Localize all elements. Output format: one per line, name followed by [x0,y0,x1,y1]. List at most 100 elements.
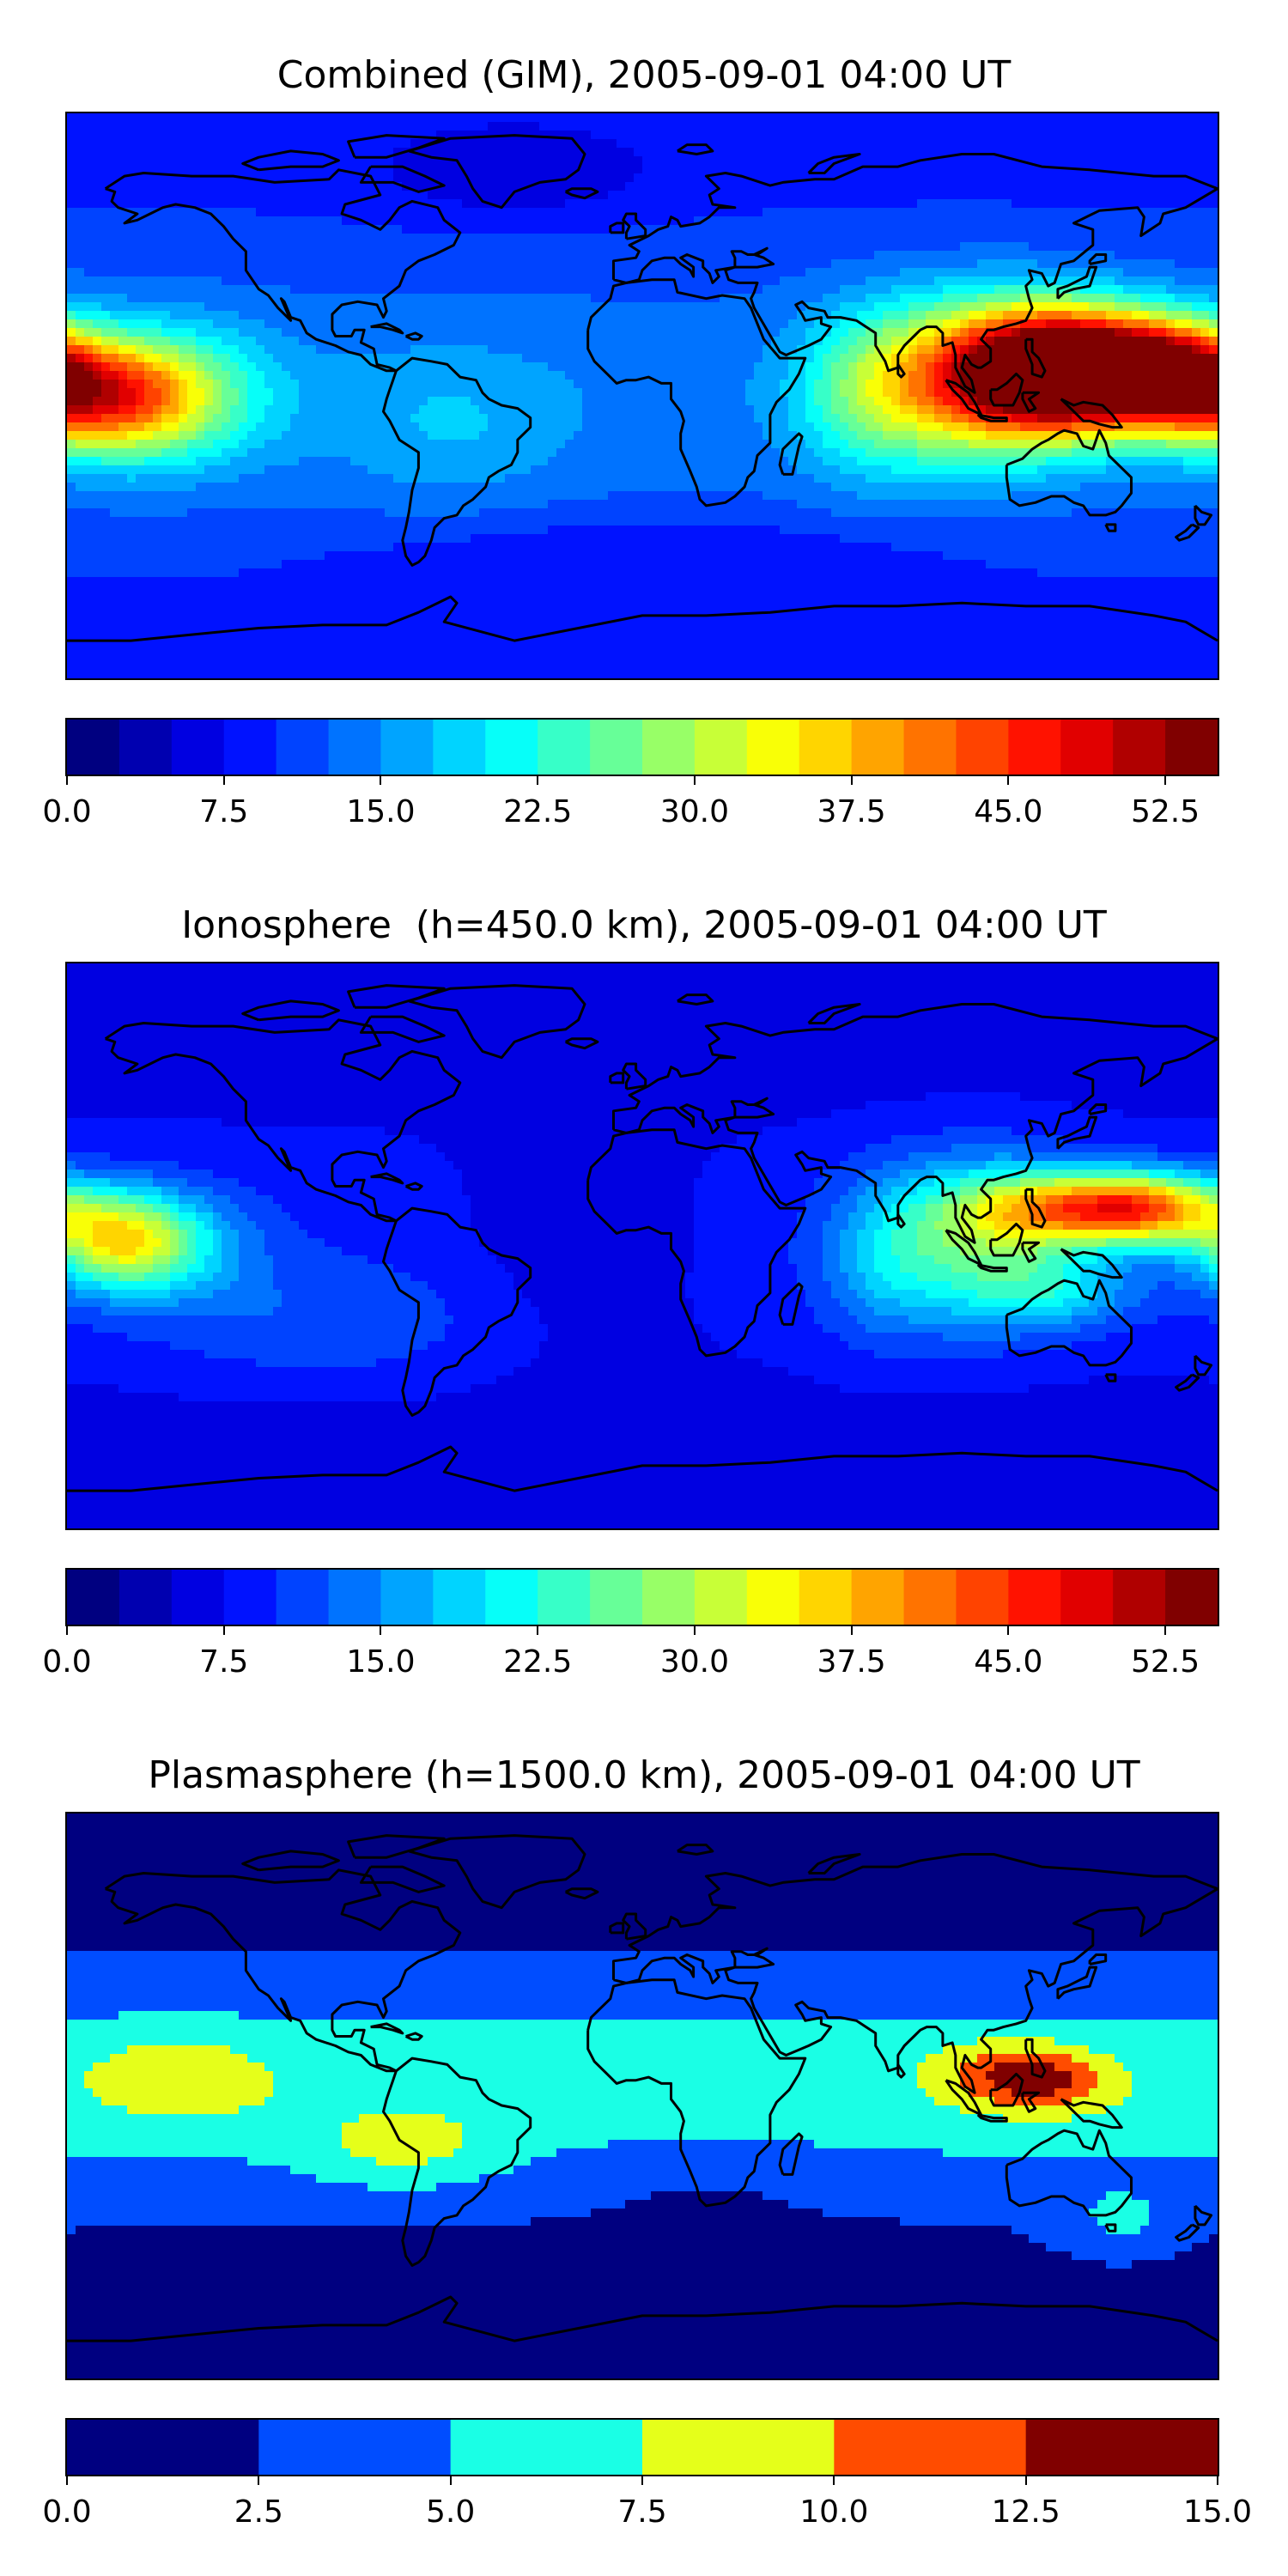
colorbar-bins [67,720,1218,775]
colorbar-tick-label: 22.5 [469,1645,606,1680]
colorbar-tick-mark [1217,2476,1218,2485]
colorbar-tick-label: 30.0 [626,795,763,829]
colorbar-bin [642,1570,696,1625]
coastline [370,1172,404,1185]
coastline [976,1263,1008,1273]
colorbar-tick-mark [222,776,225,785]
coastline [1088,1103,1108,1115]
colorbar [65,2418,1219,2476]
coastline [104,168,462,373]
coastline [989,2072,1024,2107]
coastline [104,1868,462,2073]
coastline [677,143,714,155]
coastline [104,1018,462,1223]
coastline [612,1003,1218,1244]
colorbar-bin [538,1570,591,1625]
colorbar-bin [956,1570,1009,1625]
colorbar-bin [258,2420,452,2475]
colorbar-bin [746,1570,800,1625]
colorbar-tick-mark [850,1626,853,1635]
coastline [586,278,807,507]
colorbar-bin [67,1570,120,1625]
colorbar-tick-mark [1007,1626,1010,1635]
coastline [347,984,446,1009]
coastline [1021,2091,1041,2113]
coastline [622,1912,647,1941]
coastline [778,2132,804,2176]
colorbar-bin [485,1570,538,1625]
coastline [896,363,906,379]
colorbar-bins [67,1570,1218,1625]
colorbar-ticks: 0.0 7.5 15.0 22.5 30.0 37.5 45.0 52.5 [0,1626,1288,1686]
coastline [1175,1373,1200,1392]
coastline [1005,2129,1133,2217]
colorbar-tick-label: 2.5 [190,2495,327,2530]
coastline [241,1850,340,1872]
coastline [1024,337,1047,379]
coastline [1060,2098,1123,2129]
colorbar-tick-label: 0.0 [0,795,136,829]
colorbar-bin [694,1570,748,1625]
coastline [1060,398,1123,429]
coastline [359,165,446,193]
colorbar [65,1568,1219,1626]
coastline [989,372,1024,407]
colorbar-tick-mark [1024,2476,1027,2485]
colorbar-tick-mark [1164,1626,1167,1635]
coastline [677,993,714,1005]
coastline [1104,523,1117,532]
coastline [1194,504,1213,526]
colorbar-bin [851,720,905,775]
colorbar-tick-label: 0.0 [0,1645,136,1680]
coastline [807,1853,861,1874]
coastline [359,1015,446,1043]
colorbar-bin [380,1570,434,1625]
colorbar-bin [118,720,173,775]
coastline [612,153,1218,394]
tec-map [67,963,1218,1528]
coastline [1056,1115,1098,1150]
coastline [1005,428,1133,517]
colorbar-bin [328,1570,381,1625]
colorbar-tick-mark [693,776,696,785]
coastline [807,153,861,174]
colorbar-tick-mark [258,2476,260,2485]
colorbar-bin [328,720,381,775]
colorbar-bin [1113,1570,1166,1625]
colorbar-bin [1060,1570,1114,1625]
colorbar-ticks: 0.0 2.5 5.0 7.5 10.0 12.5 15.0 [0,2476,1288,2537]
coastline [565,1887,599,1900]
colorbar-tick-label: 37.5 [783,795,920,829]
coastline [370,2022,404,2035]
coastline [622,1062,647,1091]
tec-field [67,113,1218,678]
chart-title: Ionosphere (h=450.0 km), 2005-09-01 04:0… [0,902,1288,950]
map-plot-area [65,1812,1219,2380]
coastline [896,2063,906,2079]
colorbar-tick-label: 15.0 [312,1645,449,1680]
coastline [807,1003,861,1024]
coastline [241,149,340,172]
colorbar-bin [223,720,277,775]
colorbar-bin [642,720,696,775]
coastline [382,356,532,567]
colorbar-bin [590,1570,643,1625]
tec-field [67,1814,1218,2379]
colorbar-tick-label: 52.5 [1097,1645,1234,1680]
coastline [1024,2038,1047,2079]
coastline [778,1282,804,1326]
colorbar-bin [118,1570,173,1625]
coastline [408,1834,586,1910]
colorbar-tick-mark [833,2476,835,2485]
colorbar-tick-label: 12.5 [957,2495,1095,2530]
colorbar-tick-mark [66,1626,68,1635]
colorbar-bin [171,1570,225,1625]
colorbar-tick-mark [537,1626,539,1635]
coastline [609,1922,625,1935]
coastline [1021,1241,1041,1263]
colorbar-tick-label: 15.0 [312,795,449,829]
colorbar-bin [642,2420,835,2475]
panel-combined: Combined (GIM), 2005-09-01 04:00 UT 0.0 7… [0,0,1288,859]
coastline [609,1072,625,1084]
colorbar-bin [1008,720,1061,775]
